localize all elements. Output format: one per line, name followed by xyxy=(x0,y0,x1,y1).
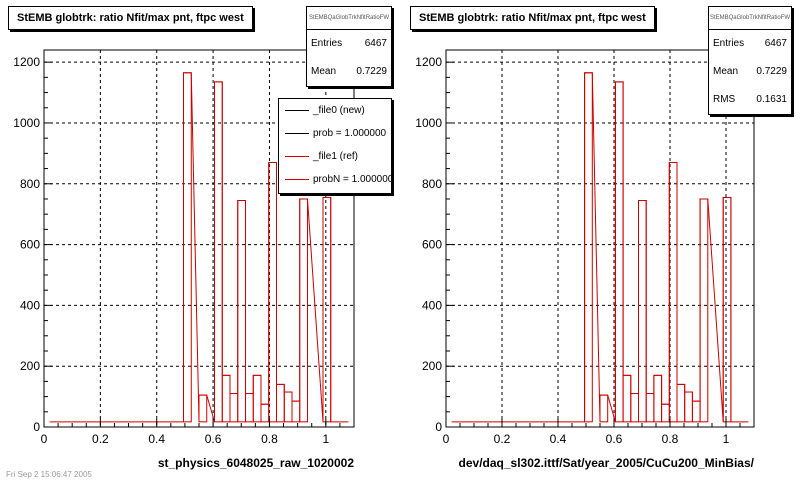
y-tick-label: 400 xyxy=(20,298,40,312)
histogram-bin xyxy=(584,72,593,423)
histogram-bin xyxy=(237,199,246,423)
histogram-bin xyxy=(245,393,254,423)
histogram-bin xyxy=(645,393,655,423)
x-tick-label: 0 xyxy=(41,432,48,446)
histogram-bin xyxy=(622,374,632,423)
right-stats-rms-label: RMS xyxy=(713,94,736,105)
legend-entry-probn: probN = 1.000000 xyxy=(279,168,391,191)
legend-line-swatch xyxy=(285,156,309,157)
histogram-bin xyxy=(684,391,693,423)
right-stats-mean-row: Mean 0.7229 xyxy=(709,58,791,86)
y-tick-label: 1200 xyxy=(415,55,442,69)
histogram-bin xyxy=(221,374,231,423)
right-plot-title: StEMB globtrk: ratio Nfit/max pnt, ftpc … xyxy=(410,6,655,30)
histogram-bin xyxy=(722,196,732,423)
left-stats-entries-value: 6467 xyxy=(364,38,387,49)
histogram-bin xyxy=(322,196,332,423)
right-stats-mean-value: 0.7229 xyxy=(756,66,787,77)
x-tick-label: 0.2 xyxy=(92,432,109,446)
x-tick-label: 0.4 xyxy=(148,432,165,446)
legend-label-prob: prob = 1.000000 xyxy=(313,128,387,139)
legend-entry-prob: prob = 1.000000 xyxy=(279,122,391,145)
left-stats-mean-value: 0.7229 xyxy=(356,66,387,77)
histogram-bin xyxy=(691,400,701,423)
histogram-bin xyxy=(229,393,239,423)
right-stats-entries-value: 6467 xyxy=(764,38,787,49)
x-tick-label: 0.8 xyxy=(662,432,679,446)
left-stats-mean-label: Mean xyxy=(311,66,337,77)
y-tick-label: 0 xyxy=(435,420,442,434)
x-tick-label: 1 xyxy=(723,432,730,446)
histogram-bin xyxy=(268,161,277,423)
y-tick-label: 800 xyxy=(422,177,442,191)
histogram-bin xyxy=(283,391,293,423)
right-stats-rms-value: 0.1631 xyxy=(756,94,787,105)
histogram-bin xyxy=(599,394,609,423)
histogram-bin xyxy=(668,161,678,423)
left-plot-title: StEMB globtrk: ratio Nfit/max pnt, ftpc … xyxy=(8,6,253,30)
x-tick-label: 0.8 xyxy=(261,432,278,446)
histogram-bin xyxy=(183,72,192,423)
y-tick-label: 600 xyxy=(422,238,442,252)
histogram-bin xyxy=(252,374,262,423)
histogram-bin xyxy=(276,383,285,423)
left-histogram-panel: 0 0.2 0.4 0.6 0.8 1 0 200 400 600 800 1000 1200 st_ph… xyxy=(8,6,392,470)
legend-label-file1: _file1 (ref) xyxy=(313,151,359,162)
legend-label-file0: _file0 (new) xyxy=(313,105,365,116)
left-stats-name: StEMBQaGlobTrkNfitRatioFW xyxy=(307,7,391,30)
histogram-outline xyxy=(451,72,749,423)
right-stats-box: StEMBQaGlobTrkNfitRatioFW Entries 6467 M… xyxy=(708,6,792,115)
y-tick-label: 1000 xyxy=(13,116,40,130)
y-tick-label: 1000 xyxy=(415,116,442,130)
histogram-bin xyxy=(291,400,301,423)
histogram-bin xyxy=(630,393,640,423)
histogram-bin xyxy=(198,394,208,423)
legend-line-swatch xyxy=(285,110,309,111)
right-stats-rms-row: RMS 0.1631 xyxy=(709,86,791,114)
y-tick-label: 0 xyxy=(33,420,40,434)
histogram-bin xyxy=(214,81,223,423)
x-tick-label: 1 xyxy=(322,432,329,446)
y-tick-label: 200 xyxy=(20,359,40,373)
left-stats-entries-label: Entries xyxy=(311,38,343,49)
x-tick-label: 0.6 xyxy=(606,432,623,446)
y-tick-label: 200 xyxy=(422,359,442,373)
footer-timestamp: Fri Sep 2 15:06:47 2005 xyxy=(6,470,92,479)
right-stats-name: StEMBQaGlobTrkNfitRatioFW xyxy=(709,7,791,30)
left-histogram-plot: 0 0.2 0.4 0.6 0.8 1 0 200 400 600 800 1000 1200 st_ph… xyxy=(13,49,355,470)
right-stats-entries-row: Entries 6467 xyxy=(709,30,791,58)
x-tick-label: 0.4 xyxy=(550,432,567,446)
y-tick-label: 800 xyxy=(20,177,40,191)
histogram-bin xyxy=(653,374,663,423)
x-tick-label: 0 xyxy=(443,432,450,446)
right-histogram-plot: 0 0.2 0.4 0.6 0.8 1 0 200 400 600 800 1000 1200 dev/d… xyxy=(415,49,755,470)
histogram-bin xyxy=(676,383,686,423)
left-stats-box: StEMBQaGlobTrkNfitRatioFW Entries 6467 M… xyxy=(306,6,392,87)
y-tick-label: 1200 xyxy=(13,55,40,69)
x-axis-label: dev/daq_sl302.ittf/Sat/year_2005/CuCu200… xyxy=(459,456,755,470)
left-stats-mean-row: Mean 0.7229 xyxy=(307,58,391,86)
x-tick-label: 0.6 xyxy=(205,432,222,446)
y-tick-label: 400 xyxy=(422,298,442,312)
histogram-bin xyxy=(661,403,670,423)
histogram-bin xyxy=(638,199,647,423)
x-tick-label: 0.2 xyxy=(494,432,511,446)
legend-label-probn: probN = 1.000000 xyxy=(313,174,392,185)
legend-entry-file1: _file1 (ref) xyxy=(279,145,391,168)
histogram-bin xyxy=(614,81,624,423)
histogram-bin xyxy=(299,198,308,423)
histogram-bin xyxy=(699,198,709,423)
x-axis-label: st_physics_6048025_raw_1020002 xyxy=(158,456,354,470)
right-stats-mean-label: Mean xyxy=(713,66,739,77)
legend-line-swatch xyxy=(285,133,309,134)
right-stats-entries-label: Entries xyxy=(713,38,745,49)
legend-entry-file0: _file0 (new) xyxy=(279,99,391,122)
right-histogram-panel: 0 0.2 0.4 0.6 0.8 1 0 200 400 600 800 1000 1200 dev/d… xyxy=(400,0,800,480)
histogram-bin xyxy=(260,403,270,423)
left-legend-box: _file0 (new) prob = 1.000000 _file1 (ref… xyxy=(278,98,392,194)
left-stats-entries-row: Entries 6467 xyxy=(307,30,391,58)
y-tick-label: 600 xyxy=(20,238,40,252)
legend-line-swatch xyxy=(285,179,309,180)
